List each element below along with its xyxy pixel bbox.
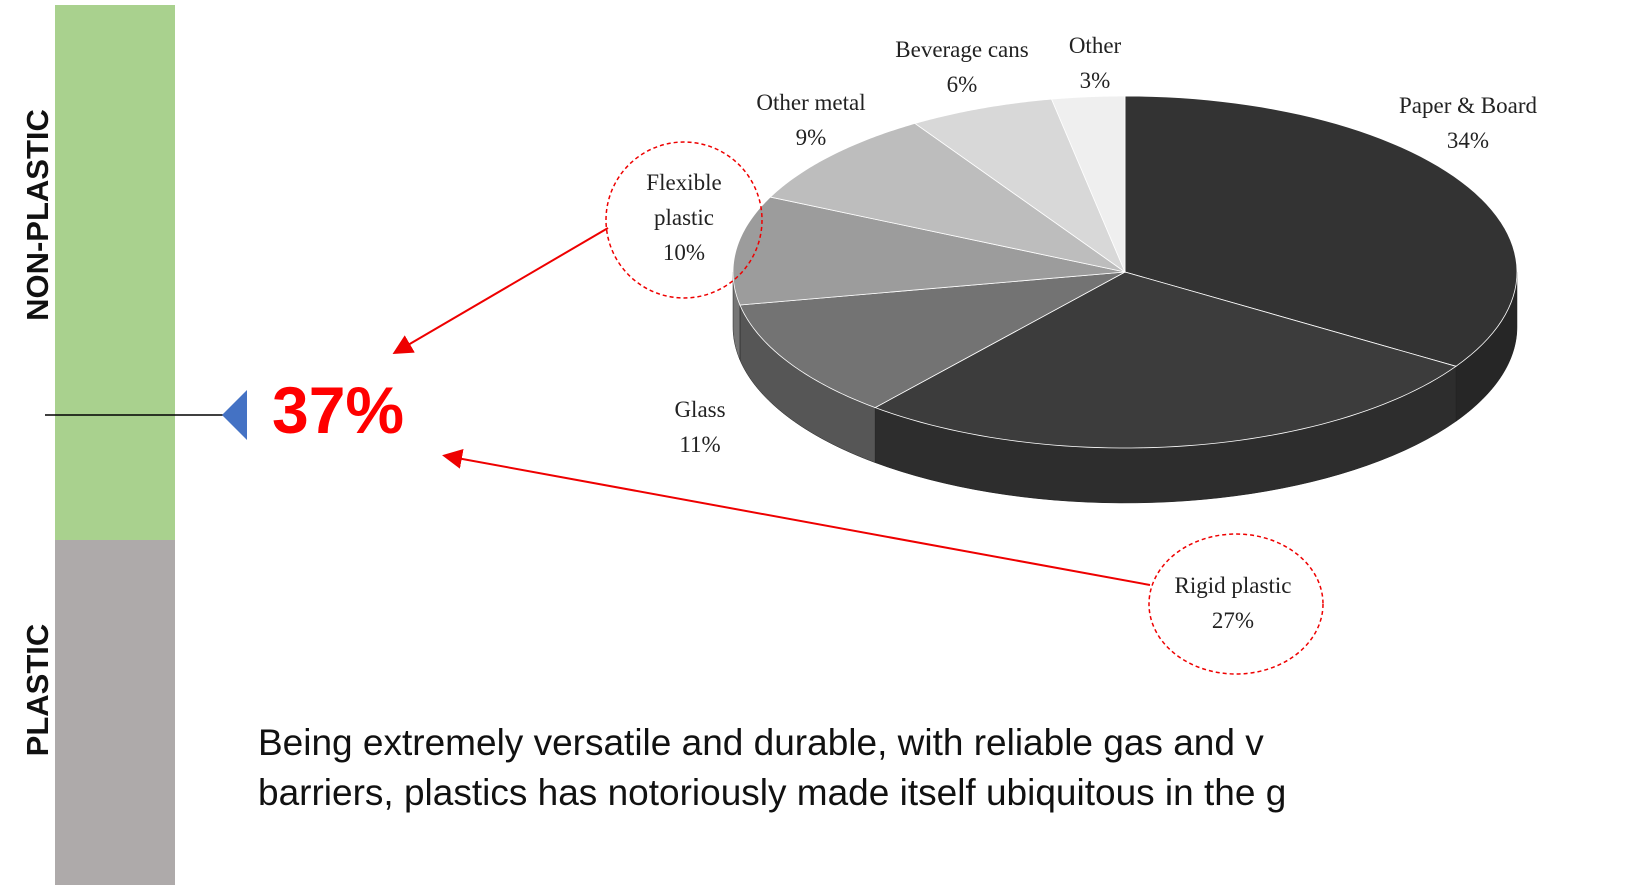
pie-slice	[874, 271, 1457, 449]
slice-label: Flexible plastic 10%	[634, 165, 734, 270]
slice-value: 11%	[679, 432, 721, 457]
slice-label: Other metal 9%	[721, 85, 901, 155]
slice-name: Flexible plastic	[646, 170, 722, 230]
non-plastic-bar	[55, 5, 175, 540]
highlight-circle	[605, 141, 763, 299]
slice-label: Glass 11%	[640, 392, 760, 462]
plastic-bar	[55, 540, 175, 885]
slice-name: Other	[1068, 33, 1122, 58]
slice-label: Rigid plastic 27%	[1133, 568, 1333, 638]
slice-value: 9%	[795, 125, 827, 150]
slice-label: Paper & Board 34%	[1358, 88, 1578, 158]
paragraph: Being extremely versatile and durable, w…	[258, 718, 1634, 818]
slice-value: 6%	[946, 72, 978, 97]
non-plastic-label: NON-PLASTIC	[20, 109, 55, 321]
slice-name: Rigid plastic	[1174, 573, 1292, 598]
pie-slice	[769, 122, 1126, 273]
slice-value: 10%	[662, 240, 706, 265]
highlight-circle	[1148, 533, 1324, 675]
slice-name: Glass	[674, 397, 726, 422]
slice-value: 34%	[1446, 128, 1490, 153]
pie-slice	[914, 98, 1126, 274]
slice-name: Paper & Board	[1399, 93, 1537, 118]
slice-name: Other metal	[756, 90, 866, 115]
pointer-triangle	[222, 390, 247, 440]
slice-name: Beverage cans	[895, 37, 1029, 62]
pie-slice	[1124, 95, 1518, 367]
paragraph-line: barriers, plastics has notoriously made …	[258, 772, 1287, 813]
pie	[732, 95, 1518, 504]
paragraph-line: Being extremely versatile and durable, w…	[258, 722, 1264, 763]
slice-label: Other 3%	[1045, 28, 1145, 98]
callout: 37%	[272, 373, 405, 447]
slice-value: 27%	[1211, 608, 1255, 633]
slice-label: Beverage cans 6%	[862, 32, 1062, 102]
pie-slice	[739, 271, 1126, 409]
slice-value: 3%	[1079, 68, 1111, 93]
arrow	[442, 449, 1151, 586]
plastic-label: PLASTIC	[20, 624, 55, 757]
arrow	[392, 227, 609, 355]
pie-slice	[1050, 95, 1126, 273]
pie-slice	[732, 196, 1126, 306]
